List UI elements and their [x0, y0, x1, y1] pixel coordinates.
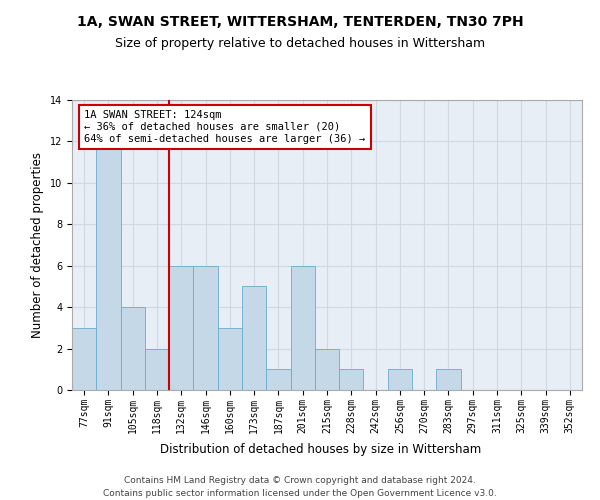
Bar: [266, 370, 290, 390]
Text: 1A SWAN STREET: 124sqm
← 36% of detached houses are smaller (20)
64% of semi-det: 1A SWAN STREET: 124sqm ← 36% of detached…: [85, 110, 365, 144]
Bar: [145, 348, 169, 390]
Bar: [72, 328, 96, 390]
Bar: [290, 266, 315, 390]
Bar: [169, 266, 193, 390]
Bar: [436, 370, 461, 390]
Bar: [339, 370, 364, 390]
Text: Size of property relative to detached houses in Wittersham: Size of property relative to detached ho…: [115, 38, 485, 51]
Bar: [388, 370, 412, 390]
Bar: [121, 307, 145, 390]
Bar: [218, 328, 242, 390]
Text: Contains HM Land Registry data © Crown copyright and database right 2024.
Contai: Contains HM Land Registry data © Crown c…: [103, 476, 497, 498]
Bar: [315, 348, 339, 390]
Bar: [242, 286, 266, 390]
Bar: [96, 142, 121, 390]
Y-axis label: Number of detached properties: Number of detached properties: [31, 152, 44, 338]
Bar: [193, 266, 218, 390]
Text: 1A, SWAN STREET, WITTERSHAM, TENTERDEN, TN30 7PH: 1A, SWAN STREET, WITTERSHAM, TENTERDEN, …: [77, 15, 523, 29]
Text: Distribution of detached houses by size in Wittersham: Distribution of detached houses by size …: [160, 442, 482, 456]
